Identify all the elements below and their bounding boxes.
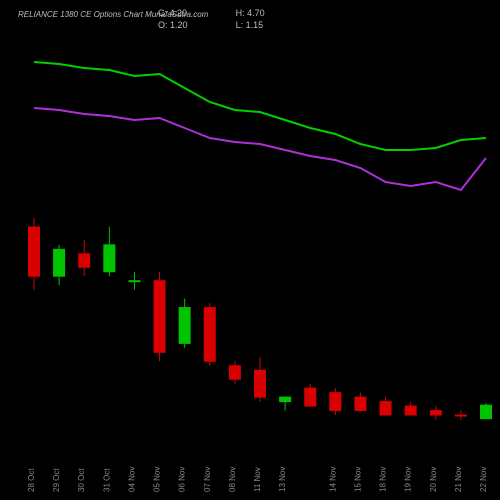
upper-band-line — [34, 62, 486, 150]
candle-body — [154, 281, 165, 353]
candle-body — [355, 397, 366, 410]
x-axis-label: 18 Nov — [379, 467, 388, 492]
x-axis-label: 05 Nov — [153, 467, 162, 492]
candle-body — [280, 397, 291, 401]
candle-body — [179, 308, 190, 344]
x-axis-label: 21 Nov — [454, 467, 463, 492]
x-axis-label: 22 Nov — [479, 467, 488, 492]
candle-body — [330, 393, 341, 411]
x-axis-label: 31 Oct — [102, 468, 111, 492]
candle-body — [380, 402, 391, 415]
candle-body — [405, 406, 416, 415]
x-axis-label: 04 Nov — [127, 467, 136, 492]
candle-body — [79, 254, 90, 267]
candle-body — [29, 227, 40, 276]
candle-body — [255, 370, 266, 397]
x-axis-label: 29 Oct — [52, 468, 61, 492]
candle-body — [481, 405, 492, 418]
x-axis-label: 15 Nov — [353, 467, 362, 492]
candle-body — [204, 308, 215, 362]
candle-body — [430, 411, 441, 415]
x-axis-label: 13 Nov — [278, 467, 287, 492]
candle-body — [229, 366, 240, 379]
x-axis-label: 11 Nov — [253, 467, 262, 492]
price-chart: 28 Oct 29 Oct 30 Oct 31 Oct 04 Nov 05 Nov 06 N… — [0, 0, 500, 500]
x-axis-label: 14 Nov — [328, 467, 337, 492]
candle-body — [54, 249, 65, 276]
candle-body — [129, 281, 140, 282]
x-axis-label: 19 Nov — [404, 467, 413, 492]
candle-body — [305, 388, 316, 406]
x-axis-label: 06 Nov — [178, 467, 187, 492]
x-axis-label: 28 Oct — [27, 468, 36, 492]
x-axis-label: 30 Oct — [77, 468, 86, 492]
x-axis-label: 20 Nov — [429, 467, 438, 492]
x-axis-label: 07 Nov — [203, 467, 212, 492]
candle-body — [104, 245, 115, 272]
candle-body — [455, 415, 466, 416]
x-axis-label: 08 Nov — [228, 467, 237, 492]
